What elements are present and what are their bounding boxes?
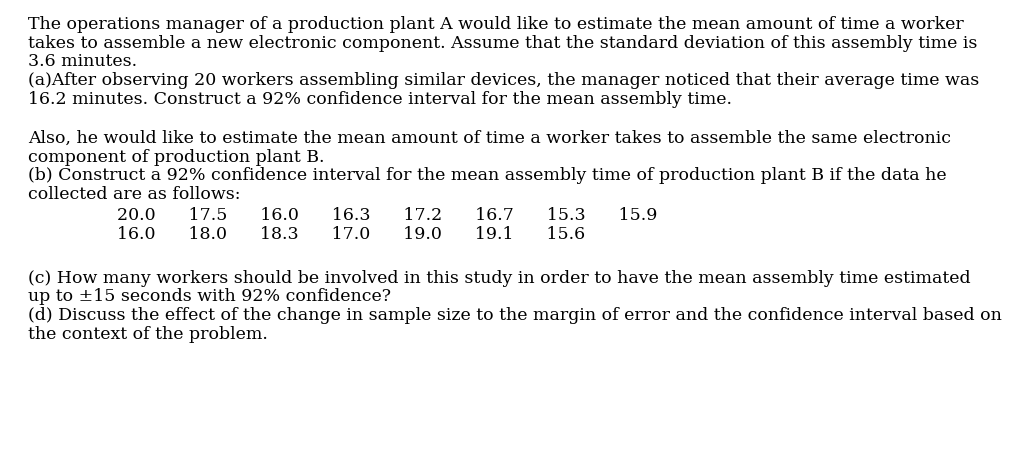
Text: (a)After observing 20 workers assembling similar devices, the manager noticed th: (a)After observing 20 workers assembling…	[28, 72, 979, 89]
Text: takes to assemble a new electronic component. Assume that the standard deviation: takes to assemble a new electronic compo…	[28, 35, 978, 52]
Text: 16.2 minutes. Construct a 92% confidence interval for the mean assembly time.: 16.2 minutes. Construct a 92% confidence…	[28, 91, 732, 108]
Text: The operations manager of a production plant A would like to estimate the mean a: The operations manager of a production p…	[28, 16, 964, 33]
Text: Also, he would like to estimate the mean amount of time a worker takes to assemb: Also, he would like to estimate the mean…	[28, 130, 952, 147]
Text: 20.0      17.5      16.0      16.3      17.2      16.7      15.3      15.9: 20.0 17.5 16.0 16.3 17.2 16.7 15.3 15.9	[117, 207, 657, 224]
Text: 3.6 minutes.: 3.6 minutes.	[28, 53, 137, 71]
Text: 16.0      18.0      18.3      17.0      19.0      19.1      15.6: 16.0 18.0 18.3 17.0 19.0 19.1 15.6	[117, 226, 585, 243]
Text: up to ±15 seconds with 92% confidence?: up to ±15 seconds with 92% confidence?	[28, 288, 392, 306]
Text: the context of the problem.: the context of the problem.	[28, 326, 268, 343]
Text: (c) How many workers should be involved in this study in order to have the mean : (c) How many workers should be involved …	[28, 270, 971, 287]
Text: component of production plant B.: component of production plant B.	[28, 149, 325, 166]
Text: collected are as follows:: collected are as follows:	[28, 186, 241, 203]
Text: (d) Discuss the effect of the change in sample size to the margin of error and t: (d) Discuss the effect of the change in …	[28, 307, 1003, 324]
Text: (b) Construct a 92% confidence interval for the mean assembly time of production: (b) Construct a 92% confidence interval …	[28, 167, 947, 185]
